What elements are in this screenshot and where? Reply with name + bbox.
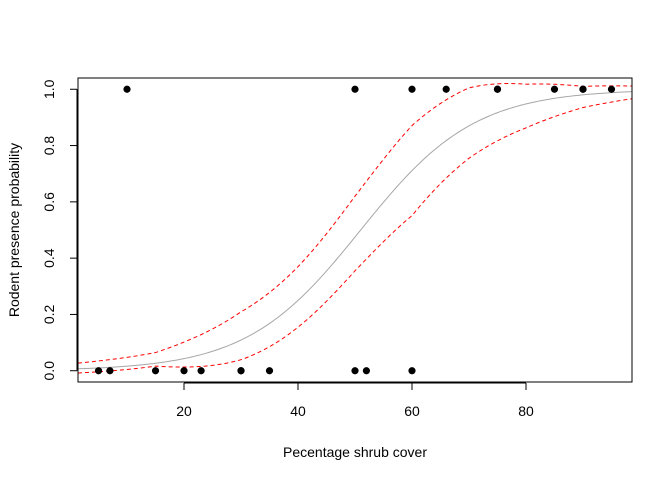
x-tick-label: 40 [290,403,306,419]
y-tick-label: 0.2 [41,305,57,325]
y-tick-label: 0.4 [41,248,57,268]
data-point [579,85,587,93]
confidence-upper-line [78,83,632,364]
y-tick-label: 1.0 [41,79,57,99]
data-point [151,367,160,375]
plot-area [78,83,632,375]
y-axis-title: Rodent presence probability [6,143,22,317]
data-point [106,367,114,375]
data-point [442,85,450,93]
data-point [94,367,103,375]
x-tick-label: 60 [404,403,420,419]
fit-line [78,91,632,370]
x-tick-label: 80 [518,403,534,419]
data-point [123,85,131,93]
confidence-lower-line [78,98,632,374]
data-point [408,367,416,375]
data-point [607,85,616,93]
x-axis-title: Pecentage shrub cover [283,444,427,460]
data-point [408,85,416,93]
x-tick-label: 20 [176,403,192,419]
data-point [265,367,274,375]
y-axis: 0.0 0.2 0.4 0.6 0.8 1.0 [41,79,78,381]
x-axis: 20 40 60 80 [176,382,534,419]
data-point [493,85,502,93]
data-point [362,367,370,375]
y-tick-label: 0.8 [41,136,57,156]
plot-frame [77,77,633,383]
data-point [550,85,559,93]
data-point [351,367,359,375]
data-point [197,367,205,375]
plot-content [78,83,632,374]
y-tick-label: 0.0 [41,361,57,381]
data-point [180,367,188,375]
data-point [237,367,245,375]
data-point [351,85,359,93]
y-tick-label: 0.6 [41,192,57,212]
